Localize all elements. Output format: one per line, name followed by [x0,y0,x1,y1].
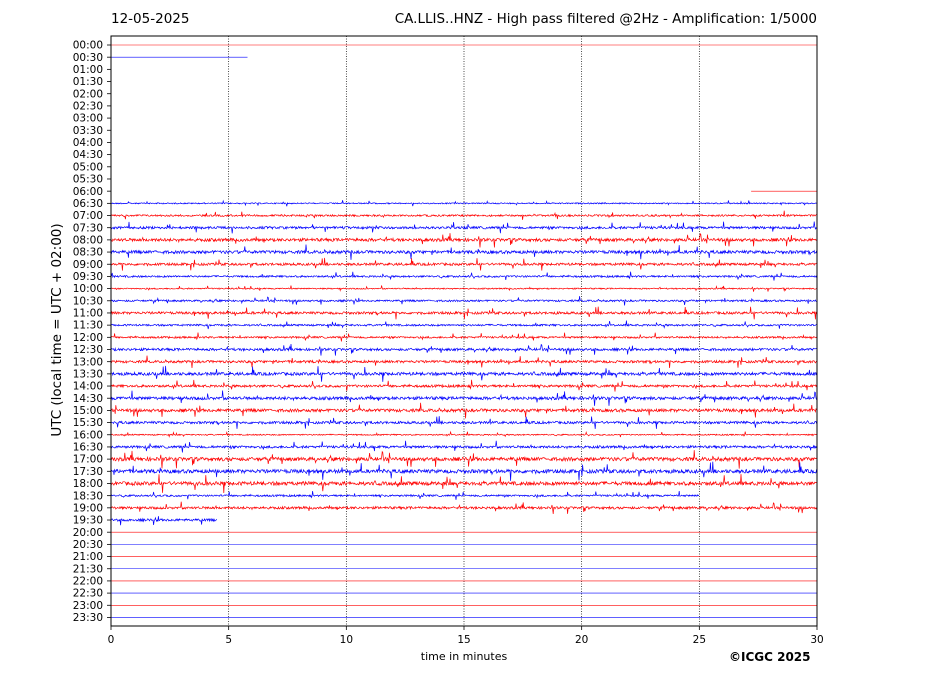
trace-19:30 [110,516,217,526]
y-tick-label-17:30: 17:30 [73,466,103,478]
y-tick-label-15:00: 15:00 [73,405,103,417]
y-tick-label-02:00: 02:00 [73,88,103,100]
y-tick-label-21:00: 21:00 [73,551,103,563]
trace-10:00 [110,285,817,292]
y-tick-label-09:30: 09:30 [73,271,103,283]
y-tick-label-10:30: 10:30 [73,295,103,307]
copyright-label: ©ICGC 2025 [729,650,811,664]
trace-06:30 [110,199,817,207]
y-tick-label-18:00: 18:00 [73,478,103,490]
grid-layer [228,36,700,626]
x-tick-label-25: 25 [693,634,706,646]
y-tick-label-18:30: 18:30 [73,490,103,502]
trace-12:00 [110,332,817,342]
y-tick-label-13:00: 13:00 [73,356,103,368]
y-tick-label-09:00: 09:00 [73,259,103,271]
trace-10:30 [110,296,817,306]
y-tick-label-03:30: 03:30 [73,125,103,137]
trace-15:30 [110,416,817,429]
trace-08:30 [110,244,817,260]
y-tick-label-12:00: 12:00 [73,332,103,344]
y-tick-label-11:30: 11:30 [73,320,103,332]
y-tick-label-10:00: 10:00 [73,283,103,295]
trace-17:30 [110,461,817,481]
y-tick-label-19:30: 19:30 [73,515,103,527]
y-tick-label-19:00: 19:00 [73,502,103,514]
x-tick-label-15: 15 [457,634,470,646]
y-tick-label-05:30: 05:30 [73,174,103,186]
y-tick-label-22:30: 22:30 [73,588,103,600]
y-tick-label-11:00: 11:00 [73,308,103,320]
trace-09:30 [110,271,817,281]
y-tick-label-06:00: 06:00 [73,186,103,198]
trace-18:30 [110,490,700,500]
x-tick-label-30: 30 [810,634,823,646]
trace-11:30 [110,320,817,330]
y-tick-label-01:30: 01:30 [73,76,103,88]
trace-layer [110,44,817,618]
y-tick-label-07:00: 07:00 [73,210,103,222]
y-tick-label-14:30: 14:30 [73,393,103,405]
trace-16:30 [110,440,817,453]
trace-15:00 [110,402,817,419]
y-tick-label-14:00: 14:00 [73,381,103,393]
y-tick-label-00:30: 00:30 [73,52,103,64]
trace-14:30 [110,390,817,406]
trace-13:30 [110,365,817,382]
x-tick-label-5: 5 [225,634,232,646]
y-tick-label-16:00: 16:00 [73,429,103,441]
y-tick-label-04:30: 04:30 [73,149,103,161]
y-tick-label-03:00: 03:00 [73,113,103,125]
trace-16:00 [110,430,817,438]
trace-08:00 [110,232,817,248]
chart-date: 12-05-2025 [111,11,190,27]
trace-18:00 [110,474,817,494]
y-tick-label-12:30: 12:30 [73,344,103,356]
y-tick-label-21:30: 21:30 [73,563,103,575]
trace-07:30 [110,221,817,234]
trace-11:00 [110,306,817,320]
y-tick-label-20:00: 20:00 [73,527,103,539]
y-tick-label-23:00: 23:00 [73,600,103,612]
y-tick-label-06:30: 06:30 [73,198,103,210]
y-tick-label-08:30: 08:30 [73,247,103,259]
trace-17:00 [110,450,817,469]
trace-07:00 [110,210,817,220]
x-tick-label-10: 10 [340,634,353,646]
trace-13:00 [110,355,817,369]
trace-12:30 [110,343,817,356]
y-tick-label-13:30: 13:30 [73,368,103,380]
axis-layer: 00:0000:3001:0001:3002:0002:3003:0003:30… [73,35,824,646]
y-tick-label-17:00: 17:00 [73,454,103,466]
y-tick-label-08:00: 08:00 [73,234,103,246]
y-tick-label-02:30: 02:30 [73,101,103,113]
y-tick-label-15:30: 15:30 [73,417,103,429]
chart-title: CA.LLIS..HNZ - High pass filtered @2Hz -… [394,11,817,27]
x-tick-label-20: 20 [575,634,588,646]
y-tick-label-20:30: 20:30 [73,539,103,551]
x-axis-label: time in minutes [420,650,508,663]
y-tick-label-23:30: 23:30 [73,612,103,624]
y-tick-label-05:00: 05:00 [73,161,103,173]
x-tick-label-0: 0 [108,634,115,646]
y-tick-label-16:30: 16:30 [73,442,103,454]
trace-14:00 [110,379,817,392]
y-tick-label-22:00: 22:00 [73,576,103,588]
trace-19:00 [110,501,817,515]
trace-09:00 [110,257,817,271]
y-tick-label-07:30: 07:30 [73,222,103,234]
y-tick-label-00:00: 00:00 [73,40,103,52]
y-tick-label-04:00: 04:00 [73,137,103,149]
y-tick-label-01:00: 01:00 [73,64,103,76]
